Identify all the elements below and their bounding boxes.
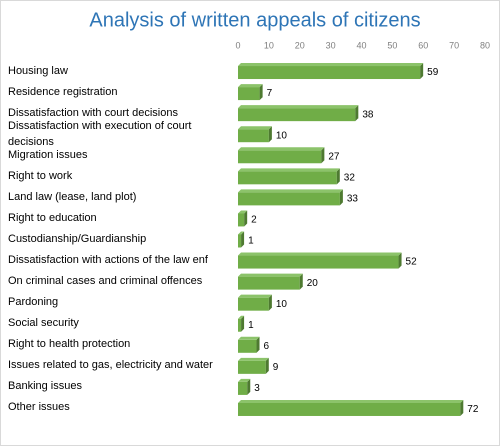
bar-side xyxy=(247,378,251,395)
value-label: 7 xyxy=(267,88,273,99)
value-label: 59 xyxy=(427,67,439,78)
bar-side xyxy=(460,399,464,416)
value-label: 27 xyxy=(328,151,340,162)
bar-side xyxy=(244,210,248,227)
bar-side xyxy=(355,105,359,122)
bar-top xyxy=(238,357,269,361)
value-label: 1 xyxy=(248,236,254,247)
value-label: 32 xyxy=(344,172,356,183)
category-label: Banking issues xyxy=(8,380,82,393)
bar xyxy=(238,339,257,353)
bar xyxy=(238,402,461,416)
bar-side xyxy=(259,84,263,101)
bar-top xyxy=(238,63,424,67)
bar-top xyxy=(238,378,251,382)
bar-top xyxy=(238,126,272,130)
bar-top xyxy=(238,231,245,235)
category-label: Dissatisfaction with execution of court … xyxy=(8,119,192,148)
category-label: On criminal cases and criminal offences xyxy=(8,275,203,288)
category-label: Right to work xyxy=(8,169,73,182)
value-label: 9 xyxy=(273,362,279,373)
category-label: Issues related to gas, electricity and w… xyxy=(8,359,213,372)
bar-side xyxy=(256,336,260,353)
x-tick-label: 10 xyxy=(264,40,274,50)
bar xyxy=(238,171,337,185)
bar xyxy=(238,108,356,122)
bar xyxy=(238,87,260,101)
bar-top xyxy=(238,399,464,403)
value-label: 1 xyxy=(248,320,254,331)
bar-side xyxy=(321,147,325,164)
x-tick-label: 70 xyxy=(449,40,459,50)
bar-side xyxy=(339,189,343,206)
bar-side xyxy=(268,294,272,311)
bar-side xyxy=(241,231,245,248)
bar xyxy=(238,129,269,143)
bar xyxy=(238,381,248,395)
bar xyxy=(238,318,242,332)
bar-top xyxy=(238,315,245,319)
bar-side xyxy=(299,273,303,290)
category-label: Dissatisfaction with actions of the law … xyxy=(8,254,208,267)
value-label: 3 xyxy=(254,383,260,394)
value-label: 10 xyxy=(276,130,288,141)
category-label: Housing law xyxy=(8,64,68,77)
bar xyxy=(238,297,269,311)
x-tick-label: 80 xyxy=(480,40,490,50)
category-label: Right to education xyxy=(8,211,97,224)
bar xyxy=(238,255,399,269)
value-label: 72 xyxy=(467,404,479,415)
bar xyxy=(238,150,322,164)
bar xyxy=(238,360,266,374)
bar-top xyxy=(238,294,272,298)
x-tick-label: 0 xyxy=(235,40,240,50)
bar xyxy=(238,213,245,227)
bar-side xyxy=(398,252,402,269)
category-label: Other issues xyxy=(8,401,70,414)
x-tick-label: 20 xyxy=(295,40,305,50)
bar-top xyxy=(238,84,263,88)
bar xyxy=(238,276,300,290)
chart-title: Analysis of written appeals of citizens xyxy=(89,9,420,31)
bar-top xyxy=(238,105,359,109)
x-tick-label: 30 xyxy=(326,40,336,50)
value-label: 38 xyxy=(362,109,374,120)
category-label: Right to health protection xyxy=(8,338,131,351)
x-tick-label: 40 xyxy=(356,40,366,50)
bar-side xyxy=(268,126,272,143)
value-label: 52 xyxy=(406,257,418,268)
bar-top xyxy=(238,273,303,277)
bar-top xyxy=(238,252,402,256)
bar-side xyxy=(336,168,340,185)
category-label: Pardoning xyxy=(8,296,59,309)
category-label: Custodianship/Guardianship xyxy=(8,233,147,245)
x-tick-label: 60 xyxy=(418,40,428,50)
category-label: Migration issues xyxy=(8,148,88,161)
x-tick-label: 50 xyxy=(387,40,397,50)
bar-side xyxy=(420,63,424,80)
category-label: Dissatisfaction with court decisions xyxy=(8,106,178,119)
category-label: Residence registration xyxy=(8,85,118,98)
bar-side xyxy=(241,315,245,332)
value-label: 6 xyxy=(264,341,270,352)
bar-side xyxy=(265,357,269,374)
value-label: 20 xyxy=(307,278,319,289)
category-label: Land law (lease, land plot) xyxy=(8,190,137,203)
bar-top xyxy=(238,147,325,151)
bar-top xyxy=(238,168,340,172)
bar xyxy=(238,66,421,80)
value-label: 10 xyxy=(276,299,288,310)
bar-top xyxy=(238,189,343,193)
value-label: 33 xyxy=(347,194,359,205)
bar xyxy=(238,234,242,248)
bar xyxy=(238,192,340,206)
bar-top xyxy=(238,336,260,340)
category-label: Social security xyxy=(8,317,79,330)
value-label: 2 xyxy=(251,215,257,226)
bar-top xyxy=(238,210,248,214)
